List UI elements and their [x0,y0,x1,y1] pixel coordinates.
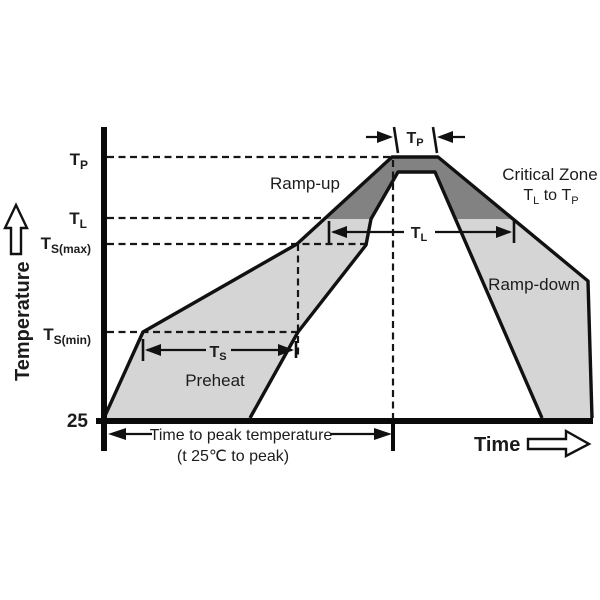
critical-zone-label-line2: TL to TP [523,187,578,207]
tp-level-sub: P [80,158,88,172]
tl-dim-label: TL [411,225,428,244]
time-to-peak-arrowhead-right [374,428,392,440]
tl-arrowhead-right [496,226,512,238]
time-to-peak-arrowhead-left [108,428,126,440]
time-right-arrow-icon [526,428,592,458]
tp-dim-left-tick [392,126,400,154]
tl-level-base: T [69,209,80,228]
tl-level-sub: L [80,217,87,231]
tp-arrowhead-right [437,131,453,143]
y-axis-title: Temperature [12,261,34,381]
upper-limit-profile-line [102,155,594,419]
tsmax-level-base: T [41,234,52,253]
origin-tick-label: 25 [67,411,89,432]
tsmin-level-sub: S(min) [54,333,91,347]
tp-arrowhead-left [377,131,393,143]
tp-dim-right-tick [431,126,439,154]
ramp-up-label: Ramp-up [270,174,340,193]
ts-dim-label: TS [209,344,226,363]
tl-dim-sub: L [421,232,428,244]
critical-zone-l2-t1: T [523,187,533,204]
temperature-up-arrow-icon [3,202,29,256]
critical-zone-label-line1: Critical Zone [502,165,597,184]
time-to-peak-label-line2: (t 25℃ to peak) [177,448,289,465]
lower-limit-profile-line [248,170,544,419]
preheat-label: Preheat [185,371,245,390]
lower-limit-inner-area [250,172,542,418]
time-to-peak-label-line1: Time to peak temperature [150,427,333,444]
critical-zone-l2-s2: P [571,195,578,207]
tp-dim-label: TP [406,130,423,149]
tsmax-level-sub: S(max) [51,242,91,256]
tl-dim-base: T [411,225,421,242]
tp-level-base: T [70,150,81,169]
ts-dim-base: T [209,344,219,361]
tp-dim-base: T [406,130,416,147]
tl-arrowhead-left [331,226,347,238]
critical-zone-l2-s1: L [533,195,539,207]
ts-arrowhead-right [278,344,294,356]
tp-level-label: TP [70,150,88,172]
tsmax-level-label: TS(max) [41,234,91,256]
ts-arrowhead-left [145,344,161,356]
tl-level-label: TL [69,209,87,231]
tp-dim-sub: P [416,137,423,149]
x-axis-title: Time [474,434,520,456]
critical-zone-area [325,157,513,219]
tsmin-level-base: T [43,325,54,344]
ramp-down-label: Ramp-down [488,275,580,294]
critical-zone-l2-t2: to T [539,187,571,204]
ts-dim-sub: S [219,351,226,363]
tsmin-level-label: TS(min) [43,325,91,347]
